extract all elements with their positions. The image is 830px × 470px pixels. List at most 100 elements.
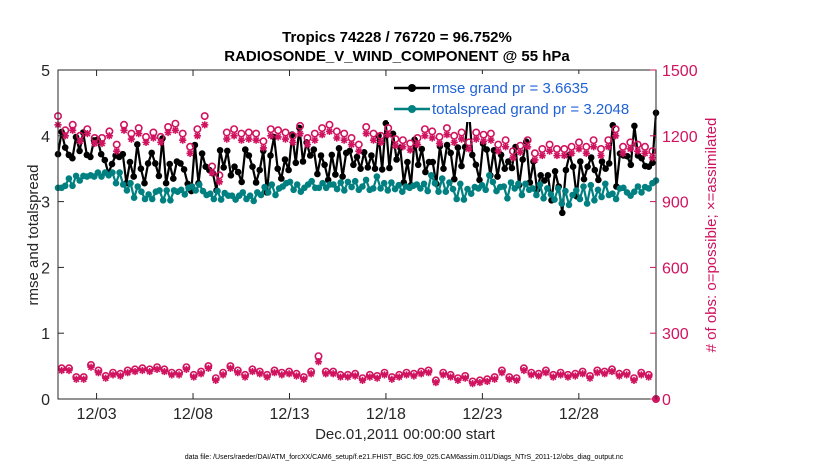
rmse-point-25 — [144, 160, 152, 167]
obs-assimilated-marker-94 — [399, 143, 407, 151]
rmse-point-135 — [541, 177, 548, 184]
rmse-point-115 — [469, 151, 476, 159]
obs-assimilated-marker-144 — [582, 149, 590, 157]
obs-assimilated-marker-96 — [406, 146, 414, 154]
obs-assimilated-marker-23 — [138, 366, 146, 375]
rmse-point-59 — [267, 152, 274, 159]
obs-assimilated-marker-113 — [468, 380, 477, 388]
obs-possible-marker-78 — [340, 129, 349, 138]
obs-assimilated-marker-109 — [454, 376, 462, 384]
rmse-point-72 — [314, 170, 321, 178]
totalspread-point-133 — [536, 181, 544, 188]
rmse-point-28 — [155, 172, 163, 180]
obs-assimilated-marker-141 — [571, 372, 579, 380]
totalspread-point-95 — [399, 188, 406, 195]
obs-assimilated-marker-160 — [641, 149, 649, 157]
rmse-point-145 — [577, 158, 584, 165]
obs-assimilated-marker-161 — [645, 373, 653, 381]
rmse-point-4 — [69, 154, 76, 162]
rmse-point-31 — [166, 160, 173, 168]
totalspread-point-106 — [438, 175, 446, 182]
rmse-point-34 — [177, 160, 184, 167]
footer-data-file: data file: /Users/raeder/DAI/ATM_forcXX/… — [185, 454, 624, 461]
obs-assimilated-marker-149 — [601, 370, 609, 378]
obs-assimilated-marker-66 — [296, 130, 304, 138]
rmse-point-61 — [274, 165, 282, 172]
totalspread-point-161 — [638, 189, 645, 196]
totalspread-point-151 — [602, 180, 609, 188]
obs-assimilated-marker-12 — [98, 139, 106, 148]
obs-possible-marker-122 — [501, 136, 510, 145]
obs-assimilated-marker-130 — [531, 156, 539, 164]
rmse-point-126 — [508, 164, 516, 172]
obs-assimilated-marker-95 — [402, 371, 411, 379]
rmse-point-15 — [108, 160, 116, 168]
obs-possible-marker-54 — [252, 129, 261, 138]
totalspread-point-140 — [562, 187, 569, 195]
rmse-point-50 — [234, 168, 242, 176]
obs-assimilated-marker-19 — [124, 369, 132, 377]
obs-possible-marker-148 — [596, 145, 605, 154]
obs-assimilated-marker-69 — [307, 370, 315, 378]
obs-assimilated-marker-134 — [546, 147, 554, 155]
y-tick-label-2: 2 — [41, 260, 50, 277]
totalspread-point-123 — [500, 183, 508, 190]
legend-spread-label: totalspread grand pr = 3.2048 — [432, 101, 629, 118]
obs-assimilated-marker-51 — [241, 373, 249, 381]
totalspread-point-66 — [293, 181, 301, 188]
totalspread-point-84 — [359, 183, 366, 190]
legend-rmse-label: rmse grand pr = 3.6635 — [432, 80, 588, 97]
totalspread-point-102 — [424, 187, 432, 195]
obs-assimilated-marker-70 — [311, 136, 319, 144]
obs-possible-marker-160 — [640, 142, 649, 151]
obs-assimilated-marker-118 — [487, 136, 495, 144]
totalspread-point-109 — [449, 185, 457, 193]
obs-possible-marker-58 — [266, 125, 275, 134]
totalspread-point-28 — [156, 187, 163, 194]
totalspread-point-24 — [141, 195, 149, 203]
obs-assimilated-marker-26 — [149, 134, 157, 142]
totalspread-point-58 — [264, 189, 272, 196]
obs-possible-marker-136 — [552, 145, 561, 154]
obs-assimilated-marker-150 — [604, 143, 612, 151]
obs-assimilated-marker-57 — [263, 373, 271, 381]
obs-assimilated-marker-110 — [457, 135, 466, 143]
obs-assimilated-marker-37 — [190, 373, 198, 381]
rmse-point-122 — [494, 173, 501, 180]
obs-assimilated-marker-117 — [483, 377, 491, 386]
obs-assimilated-marker-121 — [498, 369, 506, 377]
obs-assimilated-marker-154 — [619, 149, 627, 157]
rmse-point-90 — [378, 166, 386, 173]
rmse-point-136 — [544, 172, 552, 179]
totalspread-point-45 — [217, 196, 225, 203]
obs-assimilated-marker-28 — [157, 138, 165, 146]
obs-possible-marker-110 — [457, 128, 466, 137]
totalspread-point-110 — [453, 195, 461, 203]
obs-assimilated-marker-152 — [612, 132, 620, 140]
obs-assimilated-marker-72 — [318, 131, 326, 139]
obs-assimilated-marker-156 — [626, 145, 634, 153]
totalspread-point-137 — [551, 196, 558, 203]
obs-assimilated-marker-155 — [623, 371, 631, 379]
totalspread-point-80 — [344, 178, 352, 186]
obs-assimilated-marker-65 — [292, 372, 301, 380]
totalspread-point-142 — [569, 191, 576, 199]
obs-assimilated-marker-103 — [432, 378, 440, 387]
totalspread-point-88 — [373, 173, 381, 180]
totalspread-point-150 — [598, 193, 605, 201]
obs-possible-marker-76 — [332, 127, 341, 136]
rmse-point-149 — [591, 166, 599, 174]
obs-possible-marker-120 — [494, 140, 503, 149]
chart-title-line2: RADIOSONDE_V_WIND_COMPONENT @ 55 hPa — [224, 48, 570, 65]
obs-assimilated-marker-83 — [358, 376, 367, 384]
rmse-point-162 — [638, 154, 645, 162]
totalspread-point-144 — [576, 195, 584, 203]
rmse-point-32 — [170, 175, 177, 182]
obs-assimilated-marker-98 — [413, 140, 422, 149]
obs-assimilated-marker-64 — [289, 138, 297, 146]
rmse-point-109 — [447, 149, 455, 157]
rmse-point-20 — [126, 158, 134, 166]
rmse-point-46 — [220, 164, 227, 171]
obs-possible-marker-140 — [567, 142, 576, 151]
totalspread-point-26 — [148, 195, 156, 203]
